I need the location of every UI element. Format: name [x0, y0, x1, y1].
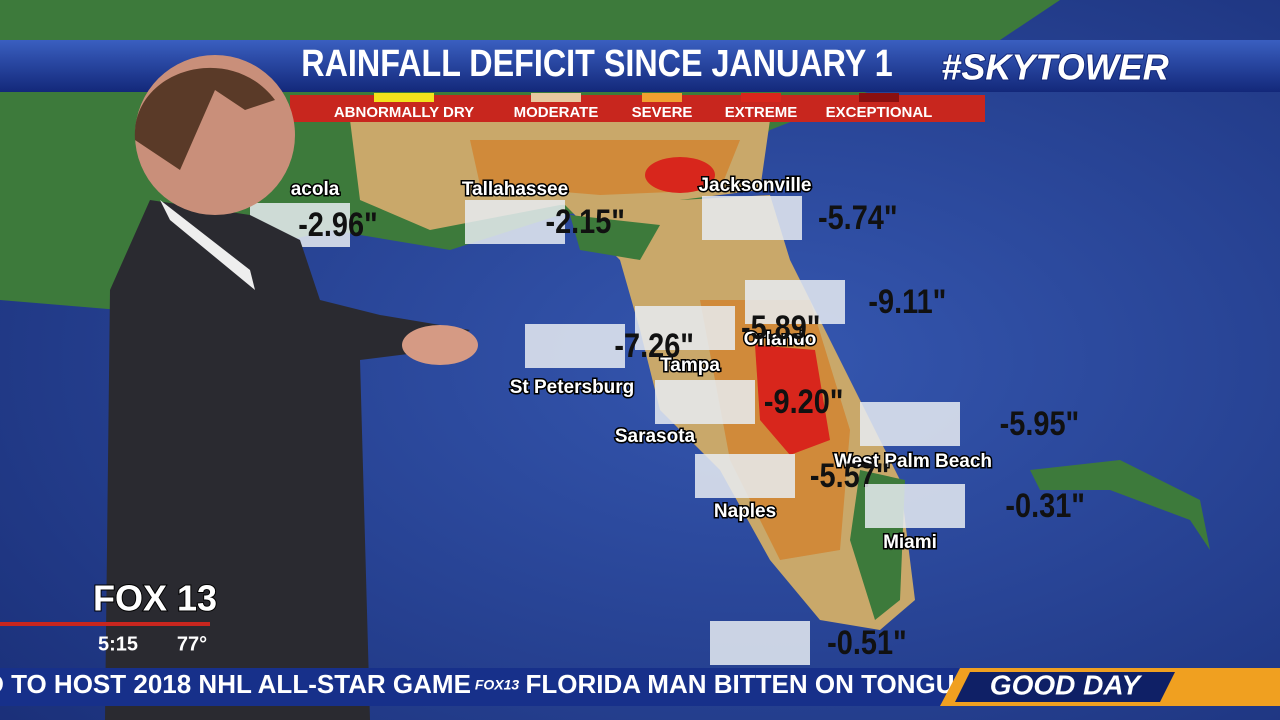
ticker-headline: D TO HOST 2018 NHL ALL-STAR GAME [0, 669, 471, 699]
legend-swatch [741, 93, 781, 102]
city-name: acola [291, 179, 340, 200]
deficit-value: -2.96" [298, 205, 378, 244]
bahamas [1030, 460, 1210, 550]
presenter-collar [160, 200, 255, 290]
value-box [635, 306, 735, 350]
logo-rule [0, 622, 210, 626]
presenter-suit [105, 200, 470, 720]
deficit-value: -9.11" [868, 282, 946, 321]
drought-severe [645, 157, 715, 193]
value-box [745, 280, 845, 324]
value-box [655, 380, 755, 424]
deficit-value: -9.20" [764, 382, 844, 421]
deficit-value: -5.74" [818, 198, 898, 237]
legend: ABNORMALLY DRY MODERATE SEVERE EXTREME EXCEP… [334, 93, 932, 121]
value-box [465, 200, 565, 244]
city-name: Orlando [744, 329, 817, 350]
deficit-value: -5.89" [741, 308, 821, 347]
legend-label: SEVERE [632, 104, 693, 121]
legend-label: ABNORMALLY DRY [334, 104, 474, 121]
station-logo: FOX 13 [93, 578, 217, 619]
legend-label: EXCEPTIONAL [826, 104, 933, 121]
time: 5:15 [98, 633, 138, 655]
legend-label: EXTREME [725, 104, 798, 121]
value-box [860, 402, 960, 446]
show-name: GOOD DAY [990, 669, 1143, 700]
skytower-logo: #SKYTOWER [941, 47, 1168, 88]
deficit-value: -2.15" [545, 202, 625, 241]
drought-extreme-fl [755, 345, 830, 455]
ticker-separator: FOX13 [475, 677, 520, 693]
city-name: Jacksonville [698, 175, 811, 196]
city-name: Miami [883, 532, 937, 553]
land-bigbend [570, 215, 660, 260]
value-box [702, 196, 802, 240]
value-box [865, 484, 965, 528]
value-box [710, 621, 810, 665]
legend-swatch [859, 93, 899, 102]
city-name: Tampa [660, 355, 720, 376]
presenter-hand [402, 325, 478, 365]
city-name: Sarasota [615, 426, 696, 447]
deficit-value: -7.26" [614, 326, 694, 365]
deficit-value: -5.95" [1000, 404, 1080, 443]
title: RAINFALL DEFICIT SINCE JANUARY 1 [301, 43, 892, 85]
deficit-value: -0.51" [827, 623, 907, 662]
city-labels: -2.96" acola -2.15"Tallahassee -5.74" Jackso… [250, 174, 1085, 665]
ticker-headline: FLORIDA MAN BITTEN ON TONGU [526, 669, 955, 699]
city-name: St Petersburg [510, 377, 635, 398]
city-name: West Palm Beach [834, 451, 992, 472]
value-box [525, 324, 625, 368]
deficit-value: -0.31" [1005, 486, 1085, 525]
city-name: Naples [714, 501, 776, 522]
legend-swatch [642, 93, 682, 102]
show-badge-inner [955, 672, 1175, 702]
presenter-hair [134, 67, 275, 170]
legend-swatch [531, 93, 581, 102]
legend-label: MODERATE [514, 104, 599, 121]
legend-swatch [374, 93, 434, 102]
city-name: Tallahassee [462, 179, 568, 200]
temperature: 77° [177, 633, 207, 655]
value-box [695, 454, 795, 498]
